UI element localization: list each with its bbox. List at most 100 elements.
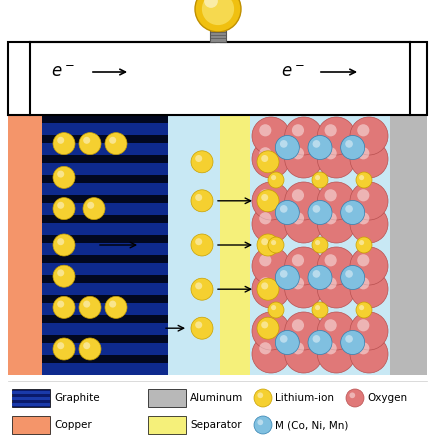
Circle shape	[311, 172, 327, 188]
Circle shape	[105, 296, 127, 319]
Bar	[42, 342, 168, 355]
Circle shape	[324, 319, 336, 331]
Circle shape	[356, 124, 368, 136]
Circle shape	[311, 237, 327, 253]
Circle shape	[324, 189, 336, 202]
Circle shape	[191, 151, 213, 173]
Circle shape	[307, 136, 331, 159]
Bar	[168, 115, 220, 375]
Bar	[42, 275, 168, 283]
Bar	[42, 222, 168, 235]
Bar	[12, 391, 50, 394]
Circle shape	[284, 312, 322, 350]
Bar	[12, 403, 50, 406]
Circle shape	[291, 342, 303, 354]
Bar	[42, 335, 168, 342]
Circle shape	[340, 201, 364, 225]
Circle shape	[251, 140, 289, 178]
Text: $e^-$: $e^-$	[280, 63, 304, 81]
Circle shape	[349, 312, 387, 350]
Circle shape	[284, 247, 322, 285]
Circle shape	[83, 301, 90, 307]
Circle shape	[356, 212, 368, 225]
Circle shape	[191, 234, 213, 256]
Bar	[42, 315, 168, 323]
Circle shape	[79, 132, 101, 155]
Circle shape	[194, 0, 240, 32]
Circle shape	[53, 132, 75, 155]
Text: Oxygen: Oxygen	[366, 393, 406, 403]
Circle shape	[279, 270, 287, 278]
Circle shape	[358, 175, 363, 180]
Circle shape	[312, 270, 319, 278]
Circle shape	[275, 136, 299, 159]
Text: Graphite: Graphite	[54, 393, 99, 403]
Circle shape	[345, 270, 352, 278]
Circle shape	[307, 265, 331, 289]
Circle shape	[284, 335, 322, 373]
Circle shape	[340, 136, 364, 159]
Circle shape	[253, 416, 271, 434]
Bar	[42, 155, 168, 163]
Circle shape	[345, 389, 363, 407]
Circle shape	[291, 147, 303, 159]
Bar	[42, 363, 168, 375]
Circle shape	[291, 319, 303, 331]
Circle shape	[259, 212, 271, 225]
Text: Separator: Separator	[190, 420, 241, 430]
Circle shape	[191, 278, 213, 300]
Circle shape	[358, 305, 363, 310]
Bar	[42, 283, 168, 295]
Text: M (Co, Ni, Mn): M (Co, Ni, Mn)	[274, 420, 348, 430]
Circle shape	[284, 205, 322, 243]
Circle shape	[312, 335, 319, 343]
Circle shape	[201, 0, 233, 25]
Circle shape	[259, 124, 271, 136]
Bar	[42, 123, 168, 135]
Circle shape	[349, 205, 387, 243]
Bar	[42, 143, 168, 155]
Circle shape	[260, 238, 268, 245]
Text: $e^-$: $e^-$	[51, 63, 75, 81]
Bar	[210, 30, 226, 42]
Circle shape	[356, 254, 368, 266]
Bar	[12, 416, 50, 434]
Bar	[42, 135, 168, 143]
Circle shape	[195, 282, 202, 289]
Circle shape	[324, 254, 336, 266]
Circle shape	[256, 234, 278, 256]
Circle shape	[356, 342, 368, 354]
Circle shape	[57, 202, 64, 209]
Circle shape	[259, 319, 271, 331]
Circle shape	[53, 198, 75, 220]
Circle shape	[83, 137, 90, 144]
Circle shape	[275, 330, 299, 354]
Circle shape	[256, 317, 278, 339]
Bar	[8, 42, 426, 115]
Circle shape	[257, 392, 263, 398]
Circle shape	[259, 254, 271, 266]
Bar	[42, 303, 168, 315]
Circle shape	[195, 194, 202, 201]
Circle shape	[291, 189, 303, 202]
Circle shape	[307, 330, 331, 354]
Circle shape	[314, 175, 319, 180]
Circle shape	[317, 270, 355, 308]
Circle shape	[191, 190, 213, 212]
Circle shape	[345, 205, 352, 213]
Text: Lithium-ion: Lithium-ion	[274, 393, 333, 403]
Circle shape	[291, 277, 303, 289]
Circle shape	[251, 312, 289, 350]
Circle shape	[355, 172, 371, 188]
Circle shape	[270, 240, 276, 245]
Circle shape	[204, 0, 217, 8]
Circle shape	[284, 270, 322, 308]
Circle shape	[317, 205, 355, 243]
Circle shape	[317, 117, 355, 155]
Bar	[8, 115, 42, 375]
Bar	[42, 215, 168, 222]
Circle shape	[267, 172, 283, 188]
Circle shape	[267, 237, 283, 253]
Circle shape	[324, 342, 336, 354]
Circle shape	[355, 302, 371, 318]
